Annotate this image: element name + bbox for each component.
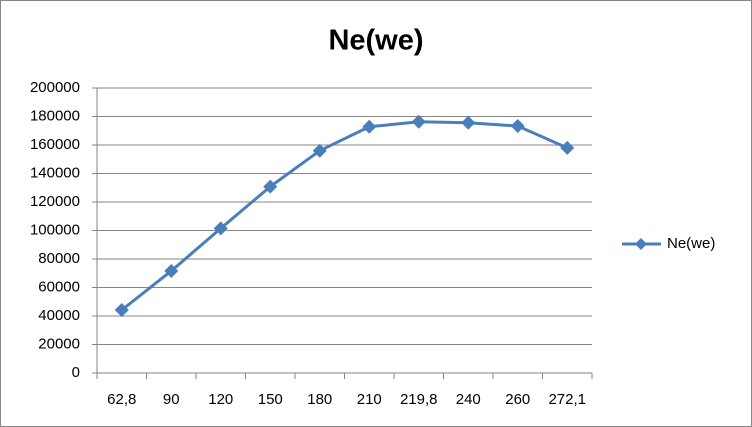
x-tick-label: 240 [456,391,481,408]
x-tick-label: 210 [357,391,382,408]
point-marker [411,114,426,129]
y-tick-label: 20000 [38,335,80,352]
point-marker [362,119,377,134]
x-tick-label: 260 [505,391,530,408]
point-marker [213,221,228,236]
point-marker [263,179,278,194]
y-tick-label: 200000 [30,79,80,96]
point-marker [560,140,575,155]
x-tick-label: 219,8 [400,391,438,408]
x-tick-label: 150 [258,391,283,408]
y-tick-label: 40000 [38,307,80,324]
x-tick-label: 90 [163,391,180,408]
x-tick-label: 180 [307,391,332,408]
series-line [120,120,568,312]
point-marker [164,263,179,278]
y-tick-label: 180000 [30,107,80,124]
y-tick-label: 120000 [30,193,80,210]
chart-title: Ne(we) [328,25,423,57]
point-marker [114,303,129,318]
y-tick-label: 140000 [30,164,80,181]
legend-marker [635,238,647,250]
x-tick-label: 120 [208,391,233,408]
point-marker [312,143,327,158]
y-tick-label: 100000 [30,221,80,238]
y-tick-label: 160000 [30,136,80,153]
point-marker [510,119,525,134]
x-tick-label: 272,1 [548,391,586,408]
y-tick-label: 0 [72,364,80,381]
y-tick-label: 80000 [38,250,80,267]
point-marker [461,115,476,130]
y-tick-label: 60000 [38,278,80,295]
legend-label: Ne(we) [667,235,715,252]
x-tick-label: 62,8 [107,391,136,408]
